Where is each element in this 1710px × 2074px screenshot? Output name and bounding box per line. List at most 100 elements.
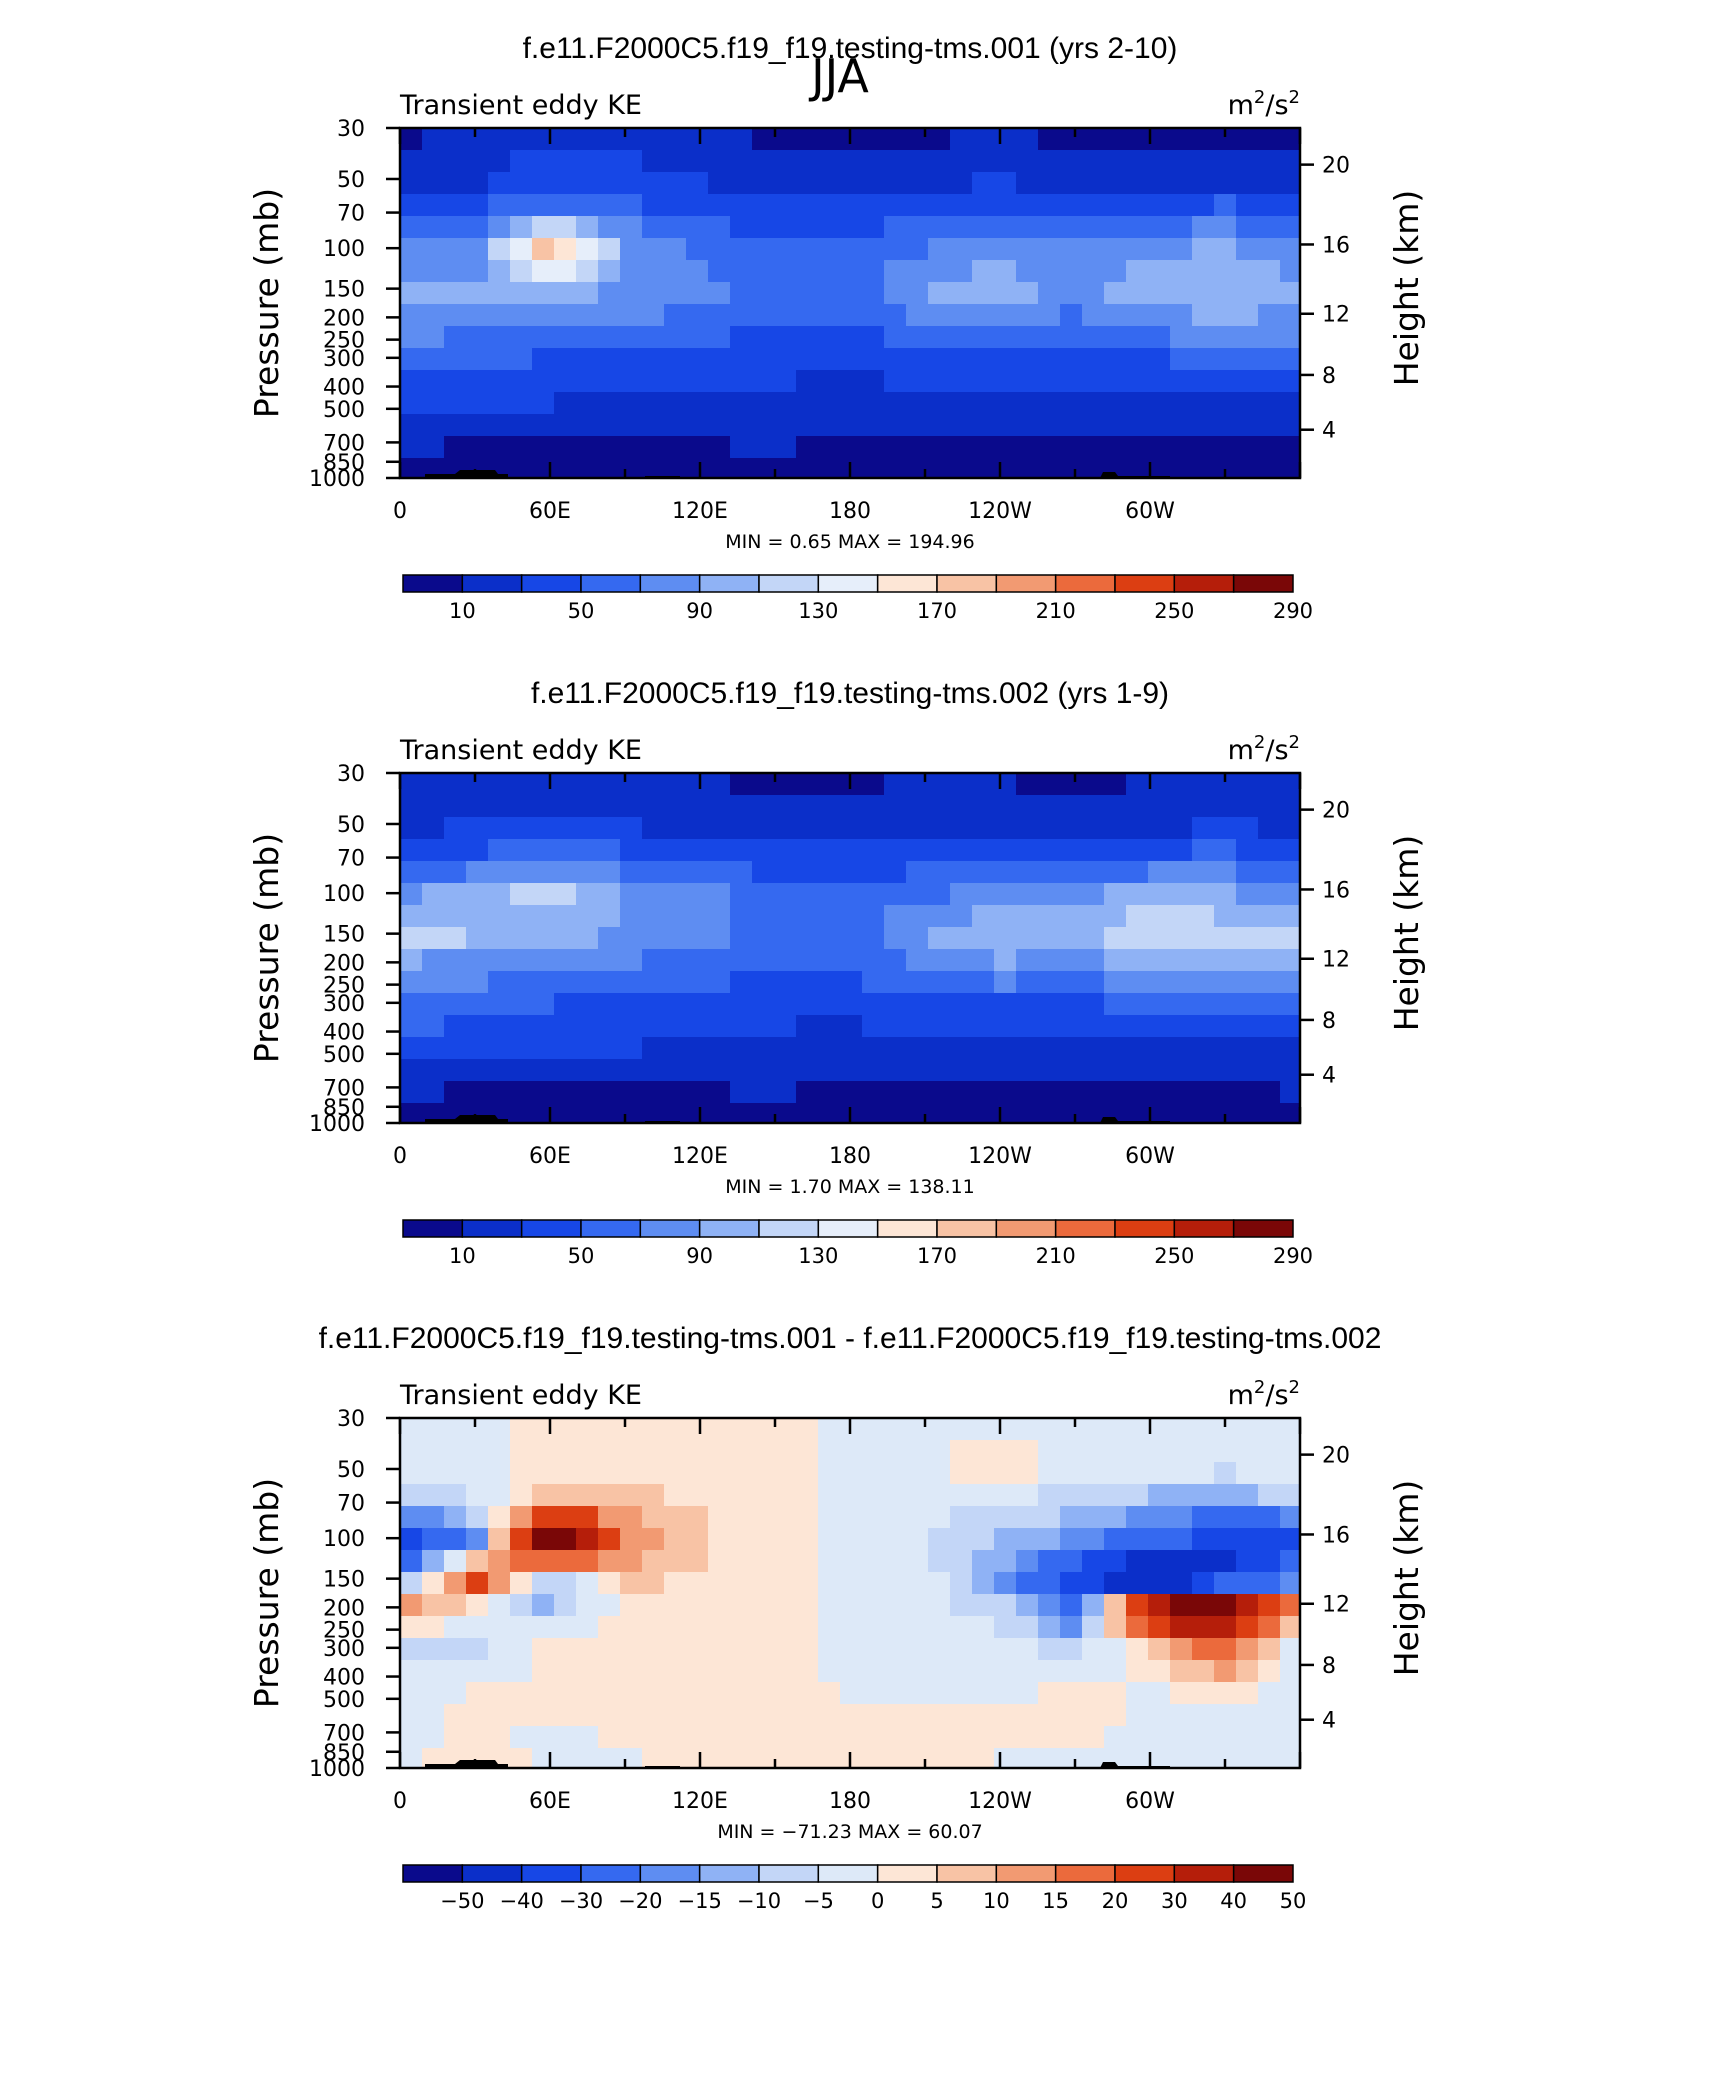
contour-cell bbox=[598, 326, 621, 349]
contour-cell bbox=[950, 817, 973, 840]
contour-cell bbox=[950, 238, 973, 261]
contour-cell bbox=[1082, 1704, 1105, 1727]
contour-cell bbox=[862, 414, 885, 437]
contour-cell bbox=[950, 216, 973, 239]
contour-cell bbox=[1016, 392, 1039, 415]
contour-cell bbox=[620, 1418, 643, 1441]
colorbar-swatch bbox=[1173, 1219, 1235, 1238]
contour-cell bbox=[422, 1682, 445, 1705]
contour-cell bbox=[664, 1103, 687, 1123]
contour-cell bbox=[664, 238, 687, 261]
contour-cell bbox=[928, 1550, 951, 1573]
contour-cell bbox=[730, 883, 753, 906]
contour-cell bbox=[884, 773, 907, 796]
contour-cell bbox=[1258, 1081, 1281, 1104]
contour-cell bbox=[1148, 304, 1171, 327]
contour-cell bbox=[862, 1660, 885, 1683]
y-tick-label: 200 bbox=[323, 1596, 365, 1621]
contour-cell bbox=[818, 949, 841, 972]
contour-cell bbox=[884, 282, 907, 305]
contour-cell bbox=[686, 839, 709, 862]
contour-cell bbox=[1192, 1440, 1215, 1463]
contour-cell bbox=[466, 927, 489, 950]
contour-cell bbox=[576, 128, 599, 151]
contour-cell bbox=[1236, 993, 1259, 1016]
contour-cell bbox=[1038, 993, 1061, 1016]
contour-cell bbox=[1082, 883, 1105, 906]
contour-cell bbox=[1170, 1594, 1193, 1617]
contour-cell bbox=[510, 304, 533, 327]
contour-cell bbox=[576, 1594, 599, 1617]
contour-cell bbox=[1236, 216, 1259, 239]
contour-cell bbox=[950, 1660, 973, 1683]
contour-cell bbox=[532, 839, 555, 862]
contour-cell bbox=[1280, 260, 1300, 283]
contour-cell bbox=[1016, 436, 1039, 459]
contour-cell bbox=[1082, 1484, 1105, 1507]
min-max-label: MIN = 0.65 MAX = 194.96 bbox=[725, 531, 974, 553]
contour-cell bbox=[488, 1015, 511, 1038]
contour-cell bbox=[554, 993, 577, 1016]
contour-cell bbox=[422, 194, 445, 217]
contour-cell bbox=[466, 883, 489, 906]
contour-cell bbox=[598, 839, 621, 862]
contour-cell bbox=[994, 1015, 1017, 1038]
contour-cell bbox=[928, 1638, 951, 1661]
contour-cell bbox=[576, 260, 599, 283]
contour-cell bbox=[1258, 458, 1281, 478]
contour-cell bbox=[1104, 436, 1127, 459]
contour-cell bbox=[620, 1572, 643, 1595]
contour-cell bbox=[972, 1081, 995, 1104]
contour-cell bbox=[620, 216, 643, 239]
contour-cell bbox=[510, 1682, 533, 1705]
contour-cell bbox=[1148, 1528, 1171, 1551]
contour-cell bbox=[400, 1726, 423, 1749]
contour-cell bbox=[1280, 326, 1300, 349]
contour-cell bbox=[444, 1638, 467, 1661]
contour-cell bbox=[1280, 1015, 1300, 1038]
contour-cell bbox=[840, 1081, 863, 1104]
contour-cell bbox=[1280, 1660, 1300, 1683]
contour-cell bbox=[1170, 370, 1193, 393]
contour-cell bbox=[532, 150, 555, 173]
contour-cell bbox=[950, 993, 973, 1016]
contour-cell bbox=[400, 1440, 423, 1463]
y-tick-label: 850 bbox=[323, 1096, 365, 1121]
contour-cell bbox=[1214, 949, 1237, 972]
contour-cell bbox=[466, 392, 489, 415]
contour-cell bbox=[400, 949, 423, 972]
contour-cell bbox=[686, 128, 709, 151]
y-tick-label: 500 bbox=[323, 1688, 365, 1713]
contour-cell bbox=[1258, 238, 1281, 261]
y-tick-label: 150 bbox=[323, 278, 365, 303]
contour-cell bbox=[1148, 1660, 1171, 1683]
contour-cell bbox=[752, 1081, 775, 1104]
colorbar-swatch bbox=[995, 1219, 1057, 1238]
contour-cell bbox=[1082, 795, 1105, 818]
contour-cell bbox=[620, 436, 643, 459]
contour-cell bbox=[1082, 150, 1105, 173]
contour-cell bbox=[950, 1704, 973, 1727]
contour-cell bbox=[422, 150, 445, 173]
contour-cell bbox=[554, 1704, 577, 1727]
contour-cell bbox=[796, 1572, 819, 1595]
contour-cell bbox=[994, 861, 1017, 884]
contour-cell bbox=[444, 370, 467, 393]
contour-cell bbox=[1192, 1660, 1215, 1683]
contour-cell bbox=[862, 905, 885, 928]
contour-cell bbox=[1082, 1550, 1105, 1573]
contour-cell bbox=[1170, 326, 1193, 349]
contour-cell bbox=[972, 1037, 995, 1060]
contour-cell bbox=[1016, 1638, 1039, 1661]
contour-cell bbox=[1038, 1572, 1061, 1595]
contour-cell bbox=[708, 458, 731, 478]
contour-cell bbox=[1214, 1506, 1237, 1529]
contour-cell bbox=[774, 1704, 797, 1727]
contour-cell bbox=[708, 1528, 731, 1551]
contour-cell bbox=[1236, 1726, 1259, 1749]
contour-cell bbox=[422, 348, 445, 371]
contour-cell bbox=[796, 1059, 819, 1082]
contour-cell bbox=[664, 1484, 687, 1507]
contour-cell bbox=[1258, 1660, 1281, 1683]
contour-cell bbox=[620, 150, 643, 173]
